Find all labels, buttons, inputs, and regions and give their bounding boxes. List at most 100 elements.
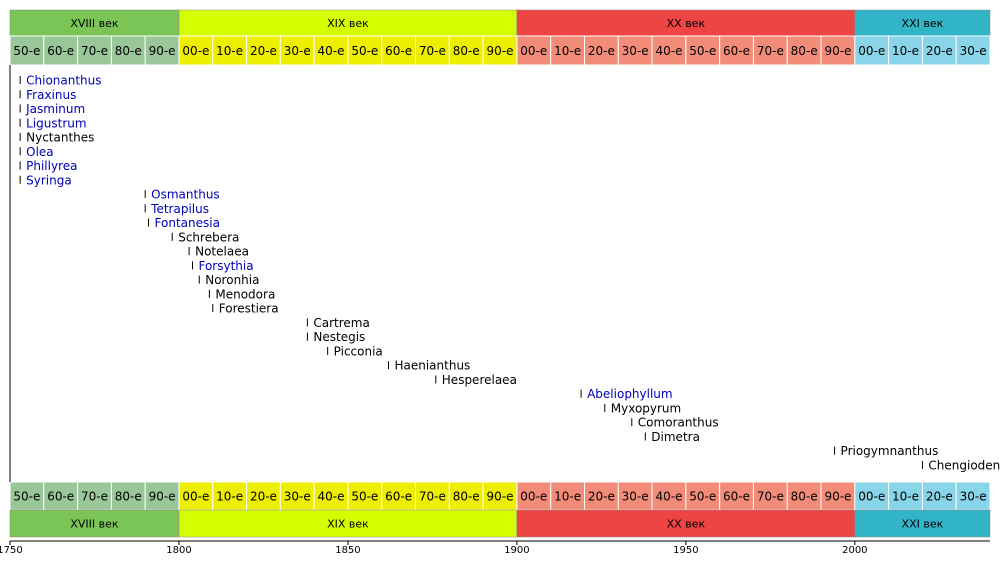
decade-band [381,35,417,66]
item-label: Syringa [26,173,72,187]
decade-label: 60-е [385,44,412,58]
era-label: XVIII век [70,518,119,531]
decade-band [685,481,721,511]
decade-label: 50-е [13,44,40,58]
era-band [9,9,180,37]
item-label: Schrebera [178,230,239,244]
era-band [854,9,991,37]
decade-band [448,35,484,66]
item-label: Noronhia [205,273,259,287]
decade-label: 10-е [216,44,243,58]
item-label: Menodora [215,287,275,301]
decade-band [516,481,552,511]
decade-label: 20-е [588,44,615,58]
item-label: Nestegis [313,330,365,344]
decade-band [415,481,450,511]
decade-label: 50-е [689,490,716,504]
decade-band [820,481,856,511]
decade-label: 10-е [554,490,581,504]
x-tick-label: 1800 [166,545,191,556]
item-label: Abeliophyllum [587,387,673,401]
decade-label: 70-е [81,44,108,58]
decade-label: 20-е [588,490,615,504]
decade-band [550,35,585,66]
decade-label: 80-е [453,490,480,504]
decade-band [110,35,146,66]
decade-label: 40-е [318,44,345,58]
decade-label: 00-е [520,44,547,58]
decade-label: 70-е [757,490,784,504]
decade-label: 80-е [791,490,818,504]
decade-label: 50-е [351,44,378,58]
decade-label: 80-е [115,490,142,504]
item-label: Tetrapilus [150,202,209,216]
item-label: Hesperelaea [442,373,517,387]
decade-band [651,35,687,66]
decade-label: 50-е [689,44,716,58]
decade-label: 00-е [858,44,885,58]
decade-band [415,35,450,66]
item-label: Olea [26,145,54,159]
decade-band [955,481,991,511]
decade-label: 80-е [453,44,480,58]
item-label: Fraxinus [26,88,76,102]
era-band [516,9,856,37]
era-band [178,9,518,37]
decade-label: 10-е [554,44,581,58]
item-label: Jasminum [25,102,85,116]
decade-band [144,35,180,66]
decade-label: 10-е [892,490,919,504]
decade-label: 00-е [182,490,209,504]
decade-label: 30-е [622,44,649,58]
decade-band [347,481,383,511]
era-band [178,509,518,538]
decade-label: 70-е [757,44,784,58]
era-label: XIX век [327,518,369,531]
item-label: Comoranthus [638,416,719,430]
era-label: XXI век [902,17,944,30]
decade-label: 30-е [960,490,987,504]
era-label: XXI век [902,518,944,531]
decade-label: 60-е [47,490,74,504]
decade-label: 20-е [926,44,953,58]
item-label: Forestiera [219,302,279,316]
item-label: Ligustrum [26,116,86,130]
decade-band [921,481,957,511]
item-label: Priogymnanthus [841,444,939,458]
item-label: Forsythia [198,259,253,273]
x-tick-label: 2000 [842,545,867,556]
era-band [854,509,991,538]
x-tick-label: 1950 [673,545,698,556]
decade-label: 30-е [284,44,311,58]
decade-label: 10-е [216,490,243,504]
decade-label: 60-е [385,490,412,504]
item-label: Myxopyrum [611,401,681,415]
decade-label: 10-е [892,44,919,58]
decade-label: 80-е [791,44,818,58]
decade-label: 00-е [858,490,885,504]
decade-band [43,35,79,66]
decade-label: 80-е [115,44,142,58]
decade-band [719,35,754,66]
decade-label: 70-е [419,44,446,58]
era-band [9,509,180,538]
era-label: XVIII век [70,17,119,30]
decade-label: 30-е [960,44,987,58]
decade-label: 20-е [250,490,277,504]
decade-band [347,35,383,66]
item-label: Picconia [334,344,383,358]
x-tick-label: 1850 [335,545,360,556]
item-label: Notelaea [195,245,249,259]
decade-band [246,35,281,66]
decade-label: 90-е [149,490,176,504]
decade-label: 70-е [81,490,108,504]
decade-band [955,35,991,66]
decade-band [617,481,653,511]
decade-label: 60-е [723,44,750,58]
era-band [516,509,856,538]
era-label: XX век [667,518,706,531]
item-label: Cartrema [313,316,369,330]
item-label: Fontanesia [155,216,220,230]
decade-label: 90-е [487,490,514,504]
decade-label: 90-е [487,44,514,58]
